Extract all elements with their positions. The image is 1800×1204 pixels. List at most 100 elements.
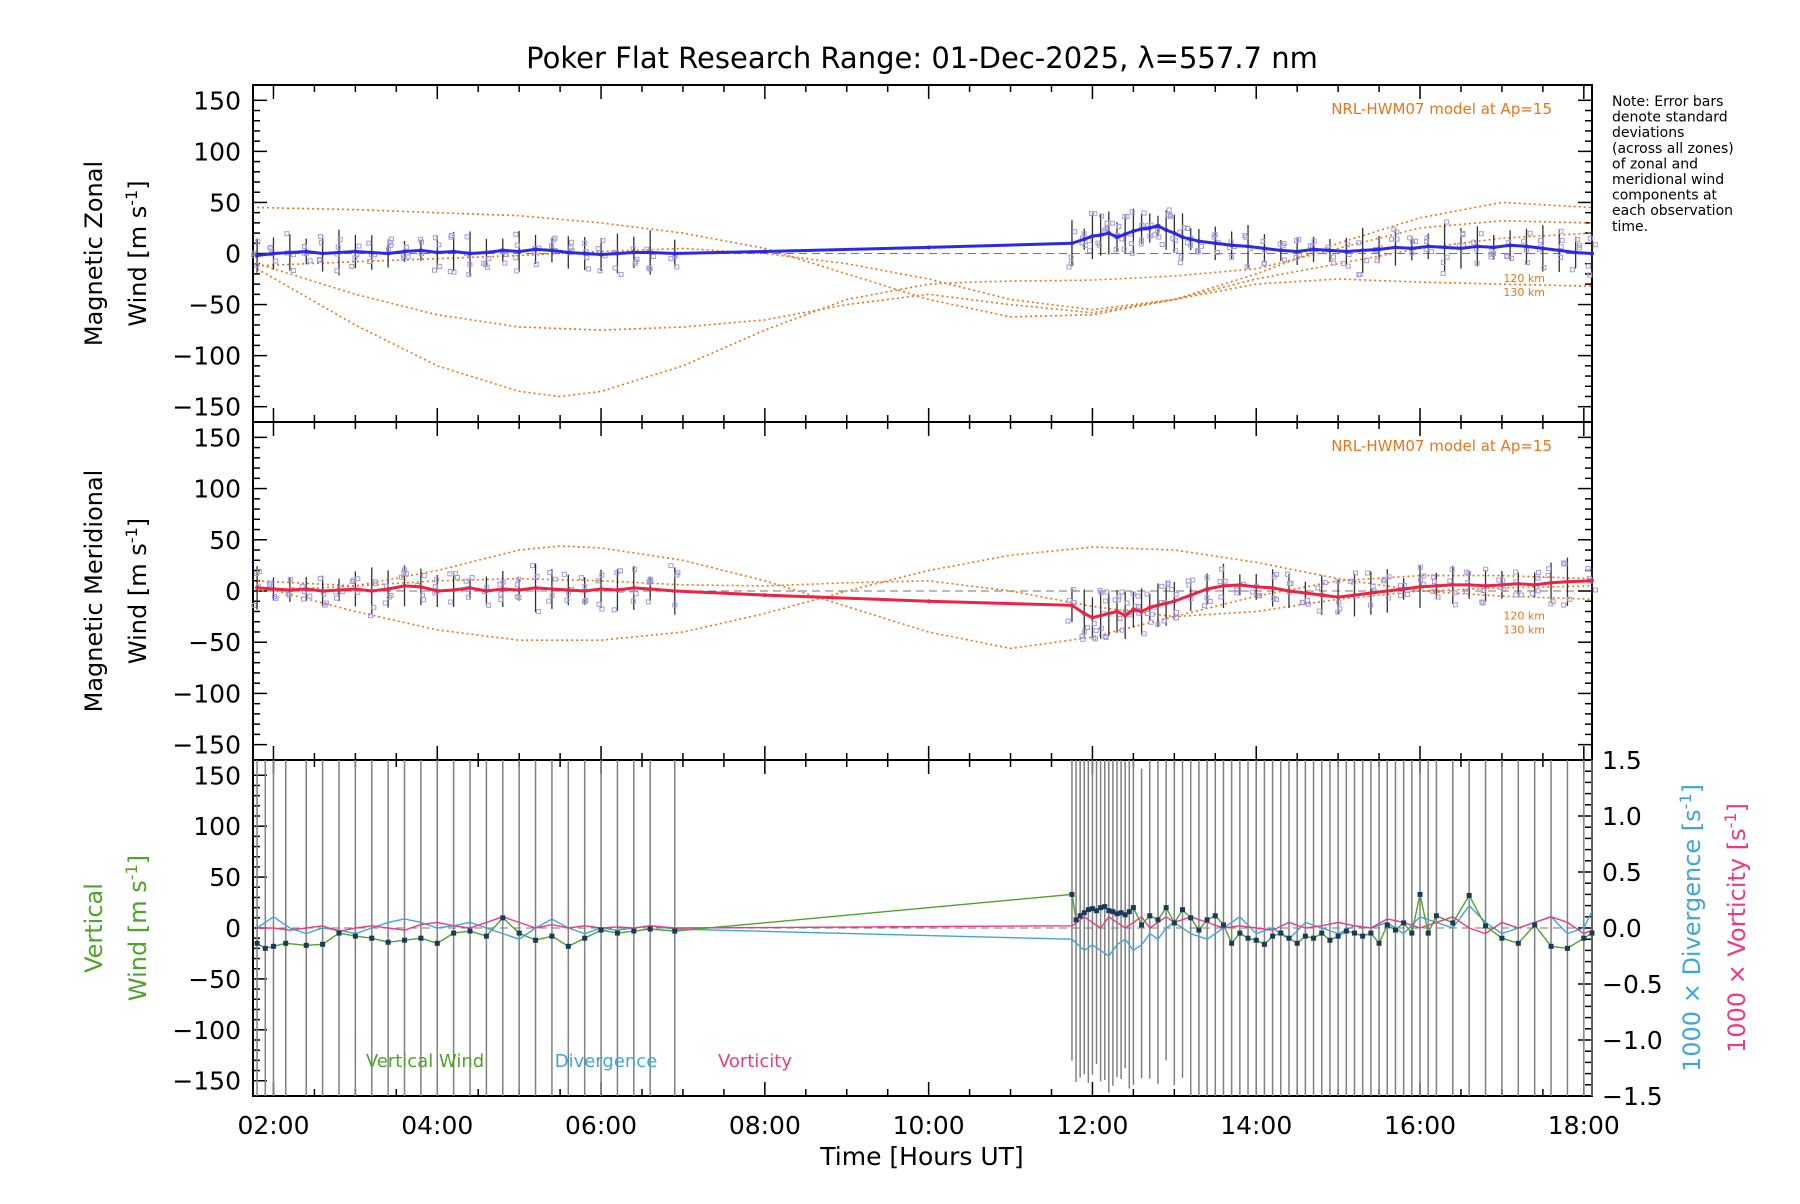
zone-point <box>549 243 555 249</box>
note-line: each observation <box>1612 203 1733 219</box>
zone-point <box>1444 219 1450 225</box>
zone-point <box>483 262 489 268</box>
data-point <box>1475 244 1480 249</box>
vertical-wind-point <box>270 943 276 949</box>
zone-point <box>1430 574 1436 580</box>
zone-point <box>1385 595 1391 601</box>
zone-point <box>1561 602 1567 608</box>
vertical-wind-point <box>1106 908 1112 914</box>
zone-point <box>403 244 409 250</box>
zone-point <box>633 591 639 597</box>
vertical-wind-point <box>1081 910 1087 916</box>
y-tick-label: −50 <box>188 628 241 657</box>
model-curve <box>257 577 1593 618</box>
data-point <box>500 586 505 591</box>
note-line: of zonal and <box>1612 156 1698 172</box>
zone-point <box>317 575 323 581</box>
zone-point <box>1281 241 1287 247</box>
zone-point <box>1172 248 1178 254</box>
panel-vertical: −150 −100 −50 0 50 100 150 Vertical Wind [m s-1]… <box>80 746 1751 1171</box>
data-point <box>1549 580 1554 585</box>
zone-point <box>1521 238 1527 244</box>
data-point <box>369 589 374 593</box>
zone-point <box>1305 597 1311 603</box>
zone-point <box>1135 603 1141 609</box>
vertical-wind-point <box>565 943 571 949</box>
model-curve <box>256 219 1593 398</box>
data-point <box>1532 582 1537 587</box>
data-point <box>1286 589 1291 593</box>
data-point <box>1434 583 1439 588</box>
zone-point <box>1141 631 1147 637</box>
data-point <box>1458 246 1463 251</box>
zone-point <box>1335 578 1341 584</box>
zone-point <box>335 244 341 250</box>
zone-point <box>1585 566 1591 572</box>
data-point <box>1295 249 1300 254</box>
zone-point <box>1260 238 1266 244</box>
vertical-wind-point <box>1401 920 1407 926</box>
vertical-wind-point <box>1229 940 1235 946</box>
zone-point <box>569 239 575 245</box>
zone-point <box>1129 250 1135 256</box>
data-point <box>582 251 587 256</box>
data-point <box>1123 232 1128 237</box>
zone-point <box>514 242 520 248</box>
zone-point <box>1424 235 1430 241</box>
vertical-wind-point <box>1327 937 1333 943</box>
data-point <box>1565 579 1570 584</box>
zone-point <box>1133 603 1139 609</box>
x-tick-label: 08:00 <box>729 1111 801 1140</box>
data-point <box>533 247 538 252</box>
zone-point <box>419 239 425 245</box>
zone-point <box>1104 589 1110 595</box>
legend-item: Vertical Wind <box>366 1051 484 1072</box>
zone-point <box>418 236 424 242</box>
data-point <box>926 245 931 250</box>
zone-point <box>585 266 591 272</box>
zone-point <box>1149 611 1155 617</box>
vertical-wind-point <box>1102 904 1108 910</box>
zone-point <box>1322 580 1328 586</box>
x-tick-label: 12:00 <box>1056 1111 1128 1140</box>
vertical-wind-point <box>1163 905 1169 911</box>
zone-point <box>1130 591 1136 597</box>
zone-point <box>1113 247 1119 253</box>
vertical-wind-point <box>1515 940 1521 946</box>
x-tick-label: 14:00 <box>1220 1111 1292 1140</box>
zone-point <box>1569 267 1575 273</box>
zone-point <box>355 576 361 582</box>
zone-point <box>1356 240 1362 246</box>
zone-point <box>1110 220 1116 226</box>
zone-point <box>284 231 290 237</box>
vertical-wind-point <box>434 940 440 946</box>
y-tick-label: −50 <box>188 291 241 320</box>
vertical-wind-point <box>1433 913 1439 919</box>
zone-point <box>1271 595 1277 601</box>
zone-point <box>618 271 624 277</box>
y-tick-label: −150 <box>172 1067 241 1096</box>
data-point <box>1106 231 1111 236</box>
zone-point <box>1559 237 1565 243</box>
zone-point <box>668 563 674 569</box>
legend-item: Vorticity <box>718 1051 792 1072</box>
panel-zonal: −150 −100 −50 0 50 100 150 Magnetic Zonal Wind [… <box>80 84 1598 423</box>
note-line: (across all zones) <box>1612 141 1734 157</box>
y-tick-label: 50 <box>209 526 241 555</box>
data-point <box>631 250 636 255</box>
vertical-wind-point <box>1126 909 1132 915</box>
data-point <box>1172 231 1177 236</box>
data-point <box>517 249 522 254</box>
data-point <box>549 586 554 591</box>
data-point <box>1491 245 1496 250</box>
zone-point <box>1335 609 1341 615</box>
data-point <box>402 583 407 588</box>
vertical-wind-point <box>1188 915 1194 921</box>
zone-point <box>1370 583 1376 589</box>
zone-point <box>1273 596 1279 602</box>
zone-point <box>612 265 618 271</box>
data-point <box>1069 603 1074 608</box>
zone-point <box>497 581 503 587</box>
zone-point <box>1535 588 1541 594</box>
